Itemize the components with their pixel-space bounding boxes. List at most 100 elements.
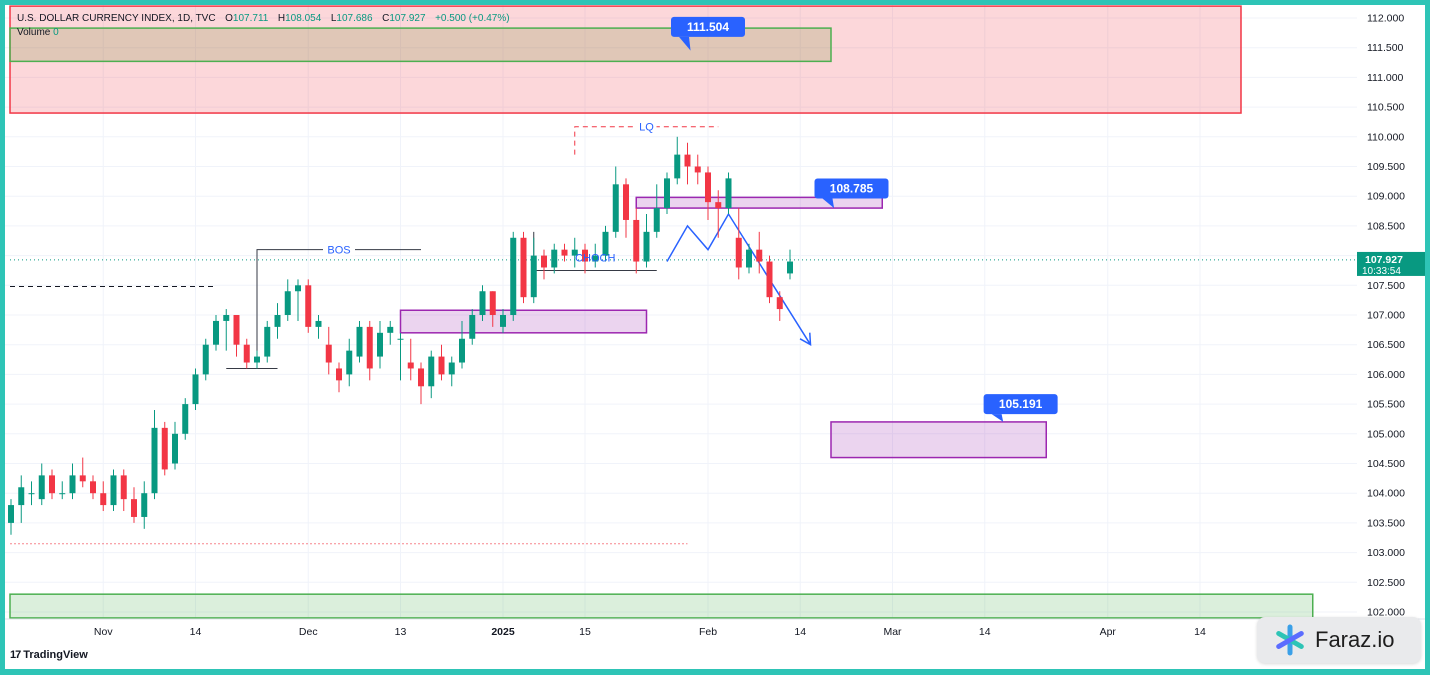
price-tick-label: 102.500: [1367, 577, 1405, 589]
candle-body[interactable]: [725, 178, 732, 209]
candle-body[interactable]: [172, 433, 178, 464]
candle-body[interactable]: [776, 297, 783, 310]
candle-body[interactable]: [428, 356, 435, 387]
candle-body[interactable]: [305, 285, 312, 327]
candle-body[interactable]: [418, 368, 424, 387]
zone-green: [9, 593, 1314, 619]
candle-body[interactable]: [684, 154, 691, 167]
candle-body[interactable]: [90, 481, 96, 494]
candle-body[interactable]: [202, 344, 209, 375]
candle-body[interactable]: [356, 326, 363, 357]
candle-body[interactable]: [479, 291, 486, 315]
candle-body[interactable]: [141, 493, 148, 517]
candle-body[interactable]: [8, 505, 14, 523]
candle-body[interactable]: [254, 356, 260, 363]
candle-body[interactable]: [110, 475, 117, 506]
candle-body[interactable]: [120, 475, 127, 500]
candle-body[interactable]: [561, 249, 568, 256]
candle-body[interactable]: [192, 374, 199, 405]
candle-body[interactable]: [28, 493, 35, 495]
candle-body[interactable]: [653, 208, 660, 232]
candle-body[interactable]: [551, 249, 558, 268]
candle-body[interactable]: [387, 326, 394, 333]
candle-body[interactable]: [602, 231, 609, 256]
price-tag-box[interactable]: [983, 394, 1058, 415]
candle-body[interactable]: [520, 237, 527, 298]
candle-body[interactable]: [295, 285, 301, 292]
candle-body[interactable]: [571, 249, 578, 256]
candle-body[interactable]: [69, 475, 76, 494]
volume-legend[interactable]: Volume 0: [17, 27, 59, 38]
candle-body[interactable]: [49, 475, 55, 494]
low-label: L: [330, 13, 337, 24]
last-price-badge[interactable]: [1357, 251, 1425, 276]
candle-body[interactable]: [643, 231, 650, 262]
price-tag-box[interactable]: [671, 16, 745, 37]
candle-body[interactable]: [459, 338, 465, 363]
candle-body[interactable]: [756, 249, 763, 262]
candle-body[interactable]: [766, 261, 773, 298]
symbol-legend[interactable]: U.S. DOLLAR CURRENCY INDEX, 1D, TVC O107…: [17, 13, 510, 24]
price-axis[interactable]: 112.000 111.500 111.000 110.500 110.000 109.5…: [5, 13, 1425, 620]
candle-body[interactable]: [336, 368, 342, 381]
candle-body[interactable]: [510, 237, 517, 315]
candle-body[interactable]: [100, 493, 107, 506]
candle-body[interactable]: [182, 404, 189, 434]
candle-body[interactable]: [612, 184, 619, 232]
candle-body[interactable]: [274, 315, 281, 327]
candle-body[interactable]: [366, 326, 373, 369]
price-tick-label: 110.000: [1367, 131, 1404, 143]
candle-body[interactable]: [161, 427, 168, 470]
candle-body[interactable]: [397, 338, 404, 340]
candle-body[interactable]: [746, 249, 752, 268]
candle-body[interactable]: [582, 249, 588, 262]
candle-body[interactable]: [715, 202, 722, 209]
symbol-title[interactable]: U.S. DOLLAR CURRENCY INDEX, 1D, TVC: [17, 13, 216, 24]
candle-body[interactable]: [592, 255, 599, 262]
candle-body[interactable]: [284, 291, 291, 315]
zones: [9, 5, 1314, 619]
last-price-value: 107.927: [1365, 254, 1403, 266]
candle-body[interactable]: [633, 219, 640, 262]
price-tag-box[interactable]: [814, 178, 889, 199]
candle-body[interactable]: [315, 320, 322, 327]
candles[interactable]: [8, 136, 793, 535]
candle-body[interactable]: [469, 315, 476, 339]
candle-body[interactable]: [489, 291, 496, 315]
candle-body[interactable]: [694, 166, 701, 173]
candle-body[interactable]: [438, 356, 445, 375]
bos-line: [256, 249, 421, 363]
tradingview-logo[interactable]: 17 TradingView: [10, 649, 88, 661]
candle-body[interactable]: [243, 344, 250, 363]
candle-body[interactable]: [623, 184, 629, 220]
candle-body[interactable]: [787, 261, 793, 274]
faraz-brand-badge[interactable]: Faraz.io: [1257, 617, 1421, 663]
price-tag-label: 111.504: [687, 20, 729, 34]
candle-body[interactable]: [377, 332, 383, 357]
candle-body[interactable]: [213, 320, 219, 345]
candle-body[interactable]: [79, 475, 86, 482]
candle-body[interactable]: [233, 315, 240, 345]
candle-body[interactable]: [346, 350, 353, 375]
candle-body[interactable]: [38, 475, 45, 500]
candle-body[interactable]: [448, 362, 455, 375]
candle-body[interactable]: [735, 237, 742, 268]
candle-body[interactable]: [664, 178, 670, 209]
candle-body[interactable]: [407, 362, 414, 369]
candle-body[interactable]: [705, 172, 711, 203]
price-tick-label: 109.500: [1367, 161, 1405, 173]
candle-body[interactable]: [264, 326, 271, 357]
candle-body[interactable]: [18, 487, 25, 506]
candle-body[interactable]: [59, 493, 66, 495]
candle-body[interactable]: [151, 427, 158, 494]
candle-body[interactable]: [131, 499, 137, 517]
price-tick-label: 105.000: [1367, 428, 1405, 440]
candle-body[interactable]: [530, 255, 537, 298]
candle-body[interactable]: [325, 344, 332, 363]
time-axis[interactable]: Nov 14 Dec 13 2025 15 Feb 14 Mar 14 Apr 14: [94, 626, 1206, 638]
candle-body[interactable]: [223, 315, 230, 321]
candle-body[interactable]: [500, 315, 506, 327]
candle-body[interactable]: [674, 154, 681, 179]
candle-body[interactable]: [541, 255, 547, 268]
